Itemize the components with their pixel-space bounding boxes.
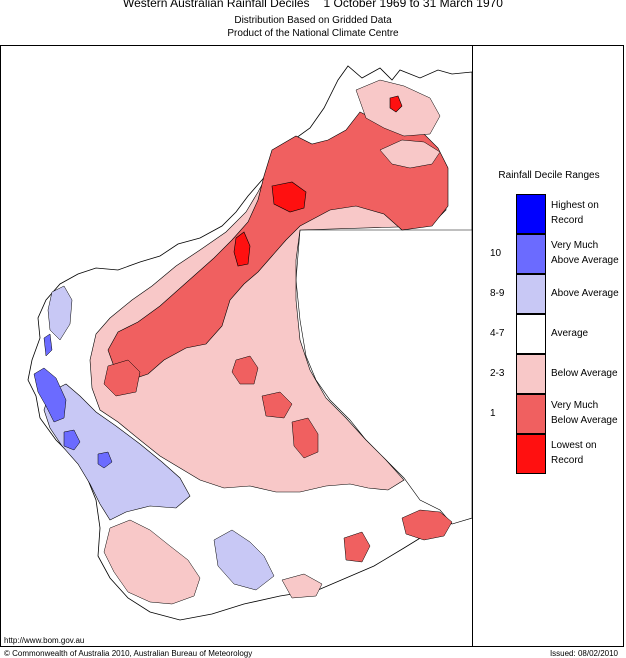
- lowest-on-record-top: [389, 95, 403, 113]
- lowest-on-record-central: [233, 231, 251, 267]
- legend-swatch-average: [516, 314, 546, 354]
- legend-range: 1: [490, 408, 496, 419]
- legend-row-very-much-above: 10 Very Much Above Average: [476, 234, 622, 274]
- legend-label: Very Much Below Average: [551, 400, 618, 426]
- very-below-average-patch-2: [261, 391, 293, 419]
- legend-range: 2-3: [490, 368, 505, 379]
- footer-copyright: © Commonwealth of Australia 2010, Austra…: [4, 649, 253, 658]
- legend-label: Lowest on Record: [551, 440, 597, 466]
- legend-swatch-above: [516, 274, 546, 314]
- legend-swatch-below: [516, 354, 546, 394]
- very-below-average-patch-4: [401, 509, 453, 541]
- legend-row-above: 8-9 Above Average: [476, 274, 622, 314]
- legend-range: 4-7: [490, 328, 505, 339]
- legend-row-highest: Highest on Record: [476, 194, 622, 234]
- legend-divider: [472, 45, 473, 647]
- map-title: Western Australian Rainfall Deciles 1 Oct…: [0, 0, 626, 10]
- legend-swatch-highest: [516, 194, 546, 234]
- very-below-average-patch-3: [291, 417, 319, 459]
- below-average-north-patch: [379, 139, 441, 169]
- footer-issued-date: Issued: 08/02/2010: [549, 649, 618, 658]
- very-below-average-patch-5: [343, 531, 371, 563]
- legend-row-average: 4-7 Average: [476, 314, 622, 354]
- above-average-southeast: [213, 529, 275, 591]
- lowest-on-record-north: [271, 181, 307, 213]
- very-above-average-inland: [97, 451, 113, 469]
- below-average-south-east-coast: [281, 573, 323, 599]
- legend-label: Above Average: [551, 288, 619, 299]
- legend-row-lowest: Lowest on Record: [476, 434, 622, 474]
- above-average-coast-north: [47, 285, 73, 341]
- footer-url: http://www.bom.gov.au: [4, 636, 85, 645]
- legend-label: Highest on Record: [551, 200, 599, 226]
- very-below-average-patch-6: [103, 359, 141, 397]
- very-below-average-patch-1: [231, 355, 259, 385]
- legend-swatch-very-much-below: [516, 394, 546, 434]
- legend-range: 8-9: [490, 288, 505, 299]
- subtitle-line-1: Distribution Based on Gridded Data: [234, 15, 392, 26]
- legend-title: Rainfall Decile Ranges: [498, 170, 600, 181]
- rainfall-map: [27, 65, 472, 621]
- legend-range: 10: [490, 248, 502, 259]
- legend-label: Below Average: [551, 368, 618, 379]
- legend-swatch-lowest: [516, 434, 546, 474]
- map-frame: [0, 45, 624, 647]
- very-above-average-coast-2: [63, 429, 81, 451]
- title-period: 1 October 1969 to 31 March 1970: [323, 0, 503, 10]
- legend-swatch-very-much-above: [516, 234, 546, 274]
- legend-label: Very Much Above Average: [551, 240, 619, 266]
- below-average-south-coast: [103, 519, 201, 605]
- title-region: Western Australian Rainfall Deciles: [123, 0, 310, 10]
- legend-row-below: 2-3 Below Average: [476, 354, 622, 394]
- very-above-average-north: [43, 333, 53, 357]
- very-above-average-coast-1: [33, 367, 67, 423]
- above-average-southwest: [43, 383, 191, 521]
- subtitle-line-2: Product of the National Climate Centre: [227, 28, 399, 39]
- legend-row-very-much-below: 1 Very Much Below Average: [476, 394, 622, 434]
- legend-label: Average: [551, 328, 589, 339]
